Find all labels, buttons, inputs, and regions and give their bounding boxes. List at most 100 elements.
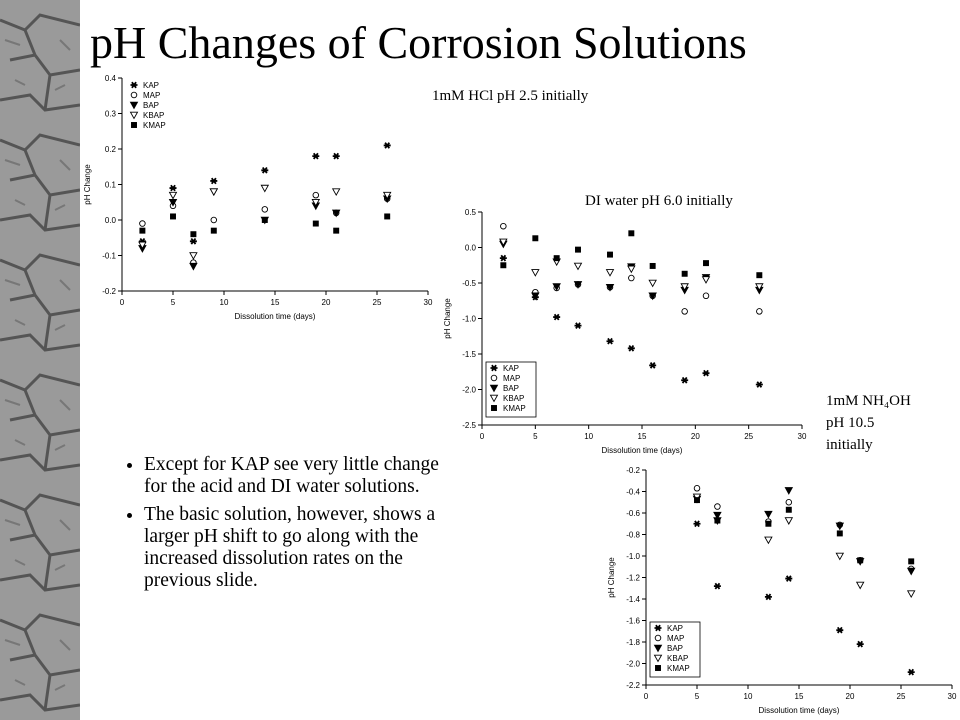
y-tick-label: 0.0 xyxy=(105,216,117,225)
x-tick-label: 5 xyxy=(695,692,700,701)
x-tick-label: 30 xyxy=(798,432,807,441)
legend-label: KMAP xyxy=(503,404,526,413)
annotation: 1mM NH₄OH xyxy=(826,393,911,409)
y-tick-label: -1.0 xyxy=(626,552,640,561)
point xyxy=(856,640,864,648)
point xyxy=(703,260,709,267)
x-tick-label: 0 xyxy=(480,432,485,441)
point xyxy=(836,626,844,634)
point xyxy=(139,227,146,234)
point xyxy=(210,227,217,234)
decorative-stripe xyxy=(0,0,80,720)
point xyxy=(906,567,916,576)
x-tick-label: 30 xyxy=(948,692,957,701)
legend-label: KMAP xyxy=(667,664,690,673)
bullet-list: Except for KAP see very little change fo… xyxy=(100,454,460,598)
x-axis-label: Dissolution time (days) xyxy=(759,706,840,715)
point xyxy=(332,152,340,160)
y-tick-label: -2.0 xyxy=(462,386,476,395)
point xyxy=(836,530,843,537)
y-tick-label: -0.2 xyxy=(626,466,640,475)
point xyxy=(383,142,391,149)
y-tick-label: -0.4 xyxy=(626,488,640,497)
point xyxy=(189,237,197,245)
point xyxy=(694,497,700,504)
point xyxy=(312,191,320,199)
y-tick-label: -1.6 xyxy=(626,617,640,626)
point xyxy=(702,292,710,300)
point xyxy=(331,188,341,197)
point xyxy=(312,152,320,160)
legend-marker xyxy=(130,81,138,89)
y-tick-label: 0.0 xyxy=(465,244,477,253)
point xyxy=(500,222,507,230)
point xyxy=(784,517,794,525)
point xyxy=(312,220,319,227)
point xyxy=(210,177,218,185)
point xyxy=(531,269,540,277)
point xyxy=(702,369,710,377)
y-tick-label: -1.4 xyxy=(626,595,640,604)
y-tick-label: -1.8 xyxy=(626,638,640,647)
y-tick-label: -2.0 xyxy=(626,660,640,669)
point xyxy=(785,499,793,506)
point xyxy=(573,281,583,289)
x-tick-label: 0 xyxy=(644,692,649,701)
point xyxy=(499,238,508,247)
point xyxy=(210,216,218,224)
x-axis-label: Dissolution time (days) xyxy=(235,312,316,321)
point xyxy=(648,292,657,301)
point xyxy=(714,503,721,510)
point xyxy=(628,274,635,282)
y-tick-label: -0.8 xyxy=(626,531,640,540)
point xyxy=(693,485,701,492)
x-tick-label: 5 xyxy=(171,298,176,307)
bullet: Except for KAP see very little change fo… xyxy=(144,454,460,498)
annotation: DI water pH 6.0 initially xyxy=(585,193,733,209)
point xyxy=(785,575,793,582)
legend-label: MAP xyxy=(143,91,160,100)
x-tick-label: 20 xyxy=(322,298,331,307)
point xyxy=(311,199,321,207)
point xyxy=(606,337,614,345)
point xyxy=(607,251,613,258)
annotation: initially xyxy=(826,437,873,453)
legend-marker xyxy=(131,122,137,128)
point xyxy=(764,593,772,601)
y-axis-label: pH Change xyxy=(443,298,452,339)
point xyxy=(209,188,219,197)
point xyxy=(701,276,711,284)
annotation: 1mM HCl pH 2.5 initially xyxy=(432,88,589,104)
legend-marker xyxy=(653,654,663,663)
point xyxy=(649,262,656,269)
x-tick-label: 15 xyxy=(795,692,804,701)
legend-marker xyxy=(489,394,499,403)
point xyxy=(189,252,198,260)
legend-label: KBAP xyxy=(667,654,688,663)
point xyxy=(574,322,582,329)
point xyxy=(189,262,198,271)
x-axis-label: Dissolution time (days) xyxy=(602,446,683,455)
point xyxy=(552,283,561,291)
point xyxy=(190,231,197,238)
point xyxy=(908,558,915,565)
x-tick-label: 25 xyxy=(897,692,906,701)
y-tick-label: 0.3 xyxy=(105,110,117,119)
point xyxy=(713,582,721,590)
point xyxy=(605,269,615,277)
slide-title: pH Changes of Corrosion Solutions xyxy=(90,17,747,68)
legend-label: BAP xyxy=(667,644,683,653)
point xyxy=(756,308,763,315)
point xyxy=(260,184,270,193)
point xyxy=(648,279,657,288)
point xyxy=(627,265,636,274)
x-tick-label: 10 xyxy=(744,692,753,701)
point xyxy=(681,376,689,384)
point xyxy=(553,255,560,262)
annotation: pH 10.5 xyxy=(826,415,874,431)
legend-label: KAP xyxy=(143,81,159,90)
y-tick-label: -0.2 xyxy=(102,287,116,296)
legend-marker xyxy=(653,644,663,653)
y-tick-label: -0.1 xyxy=(102,252,116,261)
y-axis-label: pH Change xyxy=(607,557,616,598)
